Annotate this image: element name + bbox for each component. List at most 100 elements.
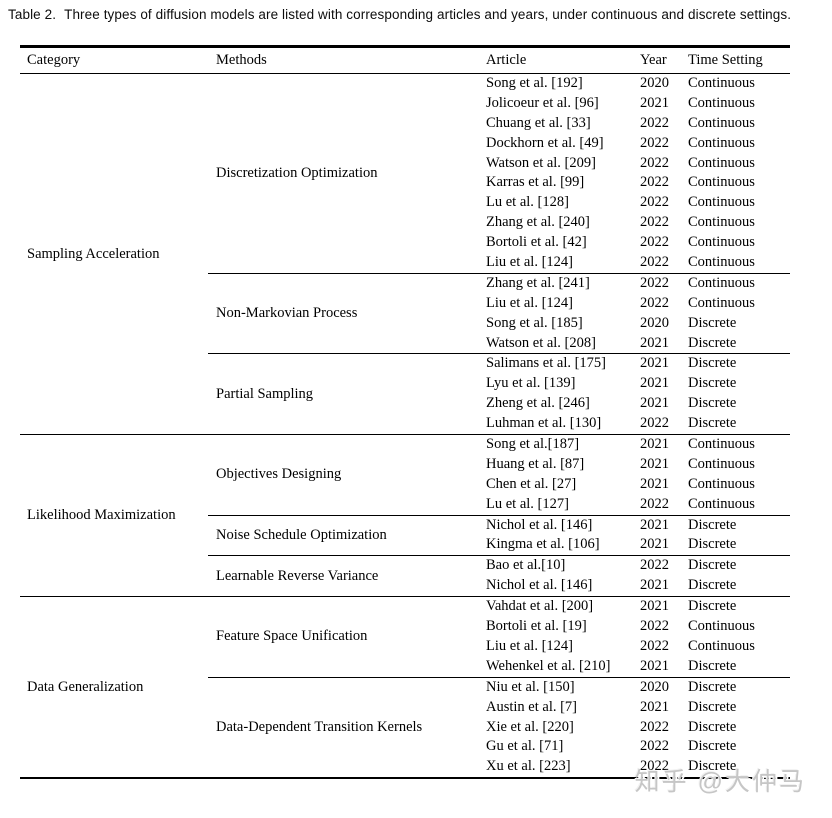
- table-row: Song et al. [185] 2020 Discrete: [478, 314, 790, 334]
- year-cell: 2022: [640, 618, 669, 635]
- article-cell: Xu et al. [223]: [486, 758, 571, 775]
- table-row: Wehenkel et al. [210] 2021 Discrete: [478, 657, 790, 677]
- year-cell: 2021: [640, 536, 669, 553]
- method-group: Non-Markovian Process Zhang et al. [241] 2…: [208, 272, 790, 354]
- methods-wrap: Feature Space Unification Vahdat et al. […: [208, 597, 790, 777]
- table-row: Watson et al. [209] 2022 Continuous: [478, 154, 790, 174]
- article-cell: Xie et al. [220]: [486, 718, 574, 735]
- table-row: Huang et al. [87] 2021 Continuous: [478, 455, 790, 475]
- article-cell: Song et al.[187]: [486, 436, 580, 453]
- year-cell: 2021: [640, 698, 669, 715]
- table-caption: Table 2. Three types of diffusion models …: [8, 6, 824, 23]
- method-label: Noise Schedule Optimization: [216, 526, 387, 543]
- year-cell: 2022: [640, 637, 669, 654]
- article-cell: Huang et al. [87]: [486, 455, 585, 472]
- table-row: Salimans et al. [175] 2021 Discrete: [478, 354, 790, 374]
- method-group: Partial Sampling Salimans et al. [175] 202…: [208, 353, 790, 434]
- year-cell: 2021: [640, 355, 669, 372]
- year-cell: 2022: [640, 214, 669, 231]
- table-row: Liu et al. [124] 2022 Continuous: [478, 294, 790, 314]
- time-setting-cell: Discrete: [688, 415, 737, 432]
- method-group: Learnable Reverse Variance Bao et al.[10]…: [208, 555, 790, 596]
- time-setting-cell: Continuous: [688, 455, 755, 472]
- table-row: Gu et al. [71] 2022 Discrete: [478, 737, 790, 757]
- table-row: Song et al.[187] 2021 Continuous: [478, 435, 790, 455]
- year-cell: 2022: [640, 495, 669, 512]
- time-setting-cell: Continuous: [688, 294, 755, 311]
- column-header-category: Category: [27, 52, 81, 68]
- time-setting-cell: Discrete: [688, 395, 737, 412]
- year-cell: 2021: [640, 375, 669, 392]
- year-cell: 2022: [640, 415, 669, 432]
- year-cell: 2021: [640, 334, 669, 351]
- table-body: Sampling Acceleration Discretization Opti…: [20, 74, 790, 777]
- table-row: Xu et al. [223] 2022 Discrete: [478, 757, 790, 777]
- year-cell: 2021: [640, 455, 669, 472]
- year-cell: 2021: [640, 516, 669, 533]
- article-cell: Liu et al. [124]: [486, 637, 573, 654]
- article-cell: Salimans et al. [175]: [486, 355, 607, 372]
- table-row: Jolicoeur et al. [96] 2021 Continuous: [478, 94, 790, 114]
- rows-wrap: Song et al. [192] 2020 Continuous Jolicoeur…: [478, 74, 790, 273]
- table-row: Chuang et al. [33] 2022 Continuous: [478, 114, 790, 134]
- table-row: Zheng et al. [246] 2021 Discrete: [478, 394, 790, 414]
- rows-wrap: Salimans et al. [175] 2021 Discrete Lyu et …: [478, 354, 790, 434]
- zhihu-watermark: 知乎 @大仲马: [634, 768, 806, 796]
- rows-wrap: Nichol et al. [146] 2021 Discrete Kingma et…: [478, 516, 790, 556]
- table-row: Chen et al. [27] 2021 Continuous: [478, 475, 790, 495]
- rows-wrap: Bao et al.[10] 2022 Discrete Nichol et al. …: [478, 556, 790, 596]
- year-cell: 2022: [640, 134, 669, 151]
- article-cell: Luhman et al. [130]: [486, 415, 602, 432]
- year-cell: 2021: [640, 395, 669, 412]
- time-setting-cell: Continuous: [688, 475, 755, 492]
- year-cell: 2022: [640, 114, 669, 131]
- article-cell: Nichol et al. [146]: [486, 577, 593, 594]
- table-caption-text: Three types of diffusion models are list…: [64, 7, 792, 22]
- category-label: Sampling Acceleration: [27, 245, 160, 262]
- article-cell: Zhang et al. [241]: [486, 274, 590, 291]
- article-cell: Karras et al. [99]: [486, 174, 585, 191]
- time-setting-cell: Discrete: [688, 598, 737, 615]
- table-row: Bortoli et al. [42] 2022 Continuous: [478, 233, 790, 253]
- method-label: Objectives Designing: [216, 466, 342, 483]
- time-setting-cell: Continuous: [688, 194, 755, 211]
- time-setting-cell: Continuous: [688, 114, 755, 131]
- table-row: Kingma et al. [106] 2021 Discrete: [478, 535, 790, 555]
- column-header-article: Article: [486, 52, 527, 68]
- column-header-methods: Methods: [216, 52, 267, 68]
- article-cell: Chuang et al. [33]: [486, 114, 591, 131]
- article-cell: Watson et al. [209]: [486, 154, 596, 171]
- method-group: Feature Space Unification Vahdat et al. […: [208, 597, 790, 677]
- method-label: Feature Space Unification: [216, 628, 368, 645]
- category-block: Likelihood Maximization Objectives Design…: [20, 434, 790, 596]
- table-row: Luhman et al. [130] 2022 Discrete: [478, 414, 790, 434]
- methods-wrap: Discretization Optimization Song et al. […: [208, 74, 790, 434]
- table-row: Vahdat et al. [200] 2021 Discrete: [478, 597, 790, 617]
- year-cell: 2021: [640, 436, 669, 453]
- article-cell: Song et al. [185]: [486, 314, 583, 331]
- time-setting-cell: Continuous: [688, 254, 755, 271]
- time-setting-cell: Discrete: [688, 678, 737, 695]
- rows-wrap: Zhang et al. [241] 2022 Continuous Liu et a…: [478, 274, 790, 354]
- year-cell: 2022: [640, 234, 669, 251]
- rows-wrap: Vahdat et al. [200] 2021 Discrete Bortoli e…: [478, 597, 790, 677]
- table-caption-label: Table 2.: [8, 7, 57, 22]
- table-row: Zhang et al. [240] 2022 Continuous: [478, 213, 790, 233]
- article-cell: Zhang et al. [240]: [486, 214, 590, 231]
- table-row: Liu et al. [124] 2022 Continuous: [478, 637, 790, 657]
- category-block: Data Generalization Feature Space Unifica…: [20, 596, 790, 777]
- time-setting-cell: Continuous: [688, 234, 755, 251]
- rows-wrap: Niu et al. [150] 2020 Discrete Austin et al…: [478, 678, 790, 777]
- year-cell: 2022: [640, 738, 669, 755]
- table-row: Zhang et al. [241] 2022 Continuous: [478, 274, 790, 294]
- article-cell: Lyu et al. [139]: [486, 375, 576, 392]
- method-label: Partial Sampling: [216, 385, 314, 402]
- column-header-year: Year: [640, 52, 667, 68]
- table-row: Dockhorn et al. [49] 2022 Continuous: [478, 134, 790, 154]
- time-setting-cell: Discrete: [688, 516, 737, 533]
- method-label: Learnable Reverse Variance: [216, 567, 379, 584]
- rows-wrap: Song et al.[187] 2021 Continuous Huang et a…: [478, 435, 790, 515]
- time-setting-cell: Discrete: [688, 738, 737, 755]
- year-cell: 2022: [640, 174, 669, 191]
- time-setting-cell: Discrete: [688, 718, 737, 735]
